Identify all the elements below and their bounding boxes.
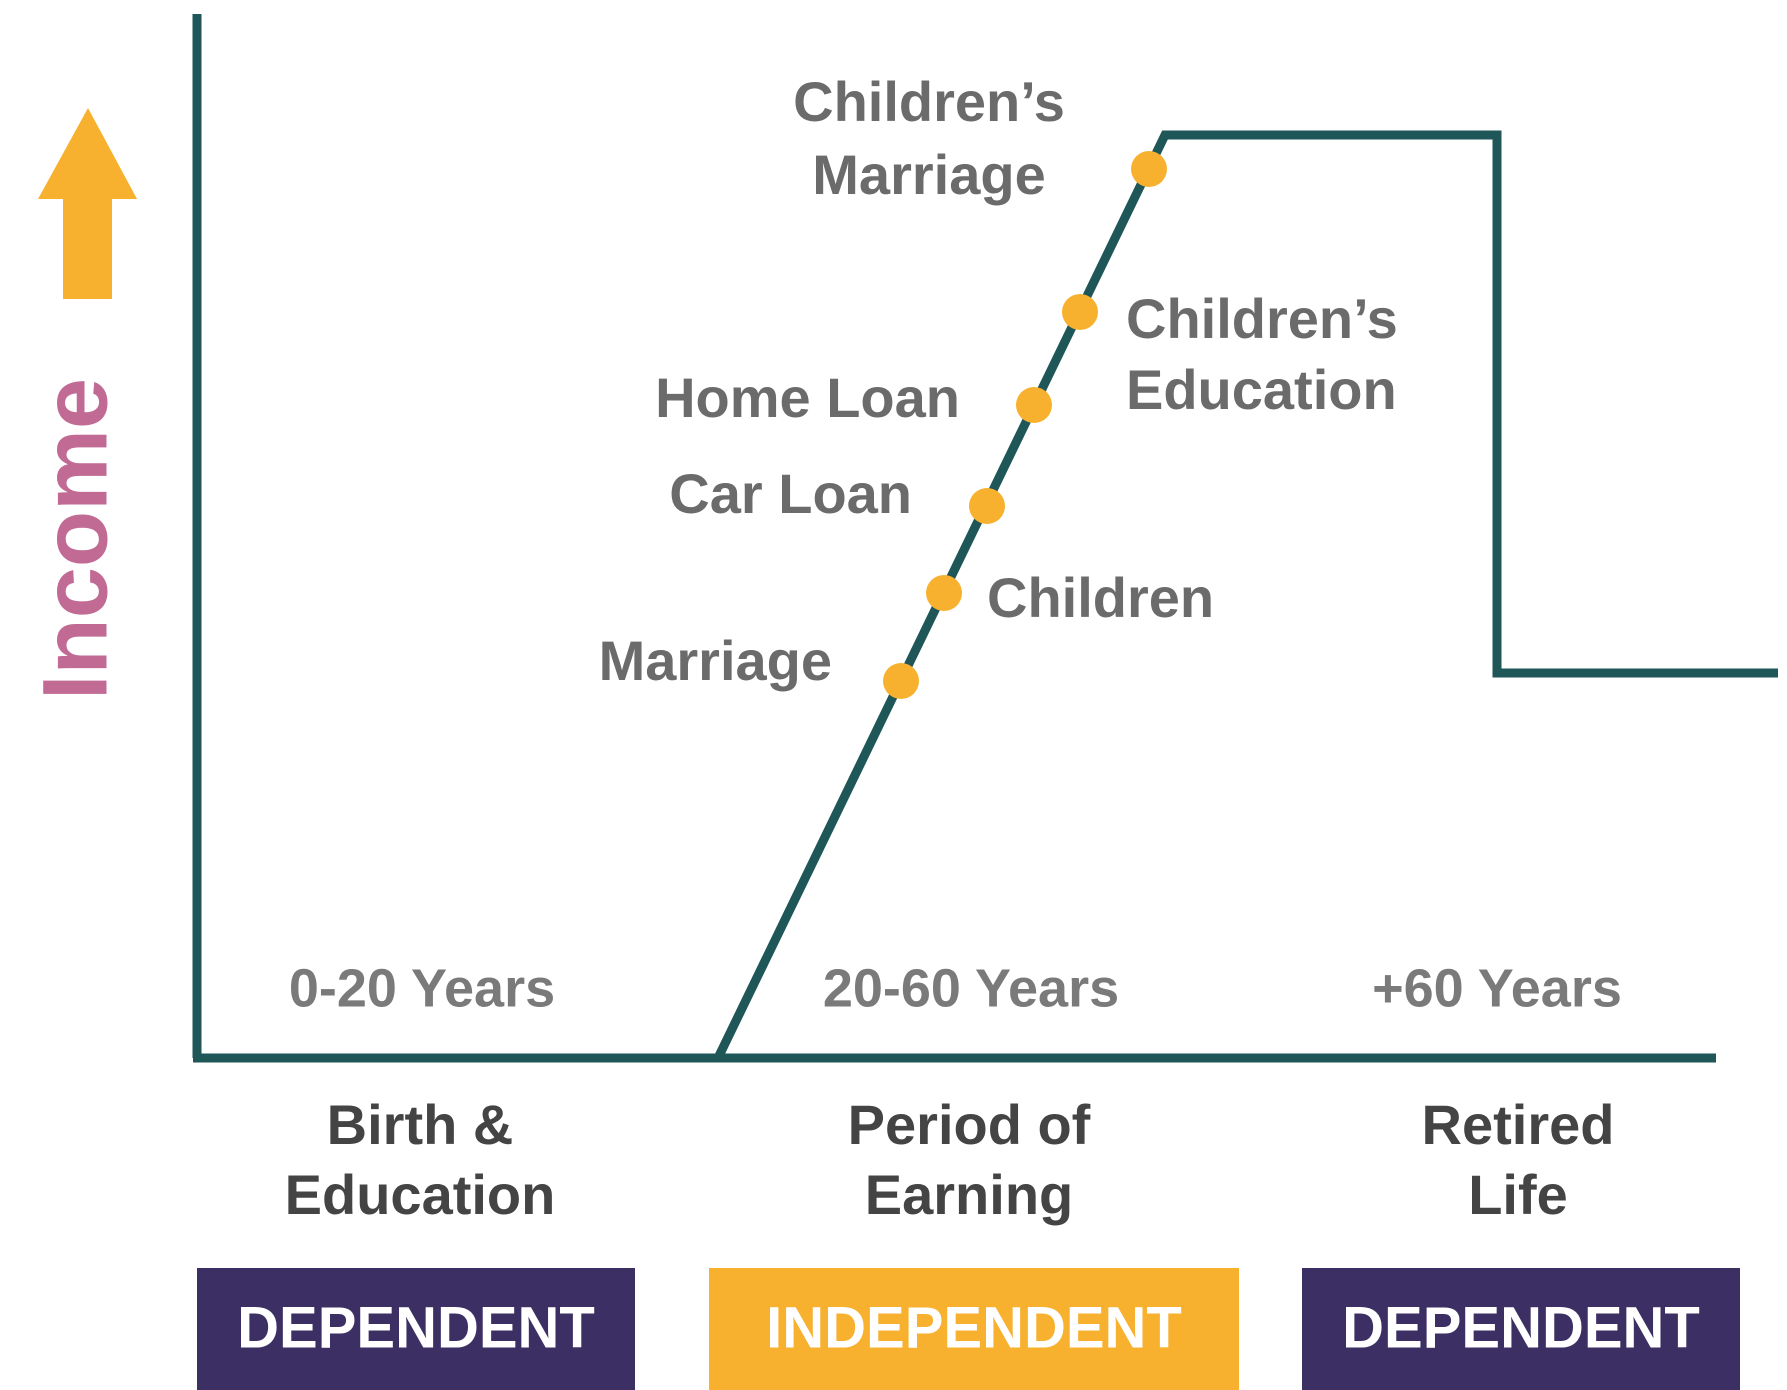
stage-label: Life — [1468, 1163, 1568, 1226]
status-box — [1302, 1268, 1740, 1390]
event-dot — [926, 575, 962, 611]
years-label: 20-60 Years — [823, 958, 1119, 1018]
event-label: Home Loan — [655, 366, 960, 429]
event-label: Children’s — [1126, 287, 1398, 350]
event-label: Marriage — [812, 143, 1045, 206]
event-label: Children’s — [793, 70, 1065, 133]
status-label: DEPENDENT — [237, 1295, 595, 1360]
stage-label: Period of — [848, 1093, 1091, 1156]
axis-label: Income — [24, 378, 126, 700]
income-line — [713, 130, 1778, 1060]
event-dots — [883, 151, 1167, 699]
years-label: 0-20 Years — [289, 958, 555, 1018]
event-label: Marriage — [599, 629, 832, 692]
event-dot — [883, 663, 919, 699]
stage-label: Education — [285, 1163, 556, 1226]
event-dot — [969, 488, 1005, 524]
status-label: DEPENDENT — [1342, 1295, 1700, 1360]
event-dot — [1062, 294, 1098, 330]
event-dot — [1016, 387, 1052, 423]
status-box — [197, 1268, 635, 1390]
event-label: Education — [1126, 358, 1397, 421]
status-label: INDEPENDENT — [766, 1295, 1182, 1360]
years-label: +60 Years — [1372, 958, 1622, 1018]
up-arrow — [38, 108, 137, 299]
stage-label: Birth & — [327, 1093, 514, 1156]
status-box — [709, 1268, 1239, 1390]
event-label: Car Loan — [669, 462, 912, 525]
stage-label: Earning — [865, 1163, 1073, 1226]
stage-label: Retired — [1422, 1093, 1615, 1156]
event-label: Children — [987, 566, 1214, 629]
event-dot — [1131, 151, 1167, 187]
